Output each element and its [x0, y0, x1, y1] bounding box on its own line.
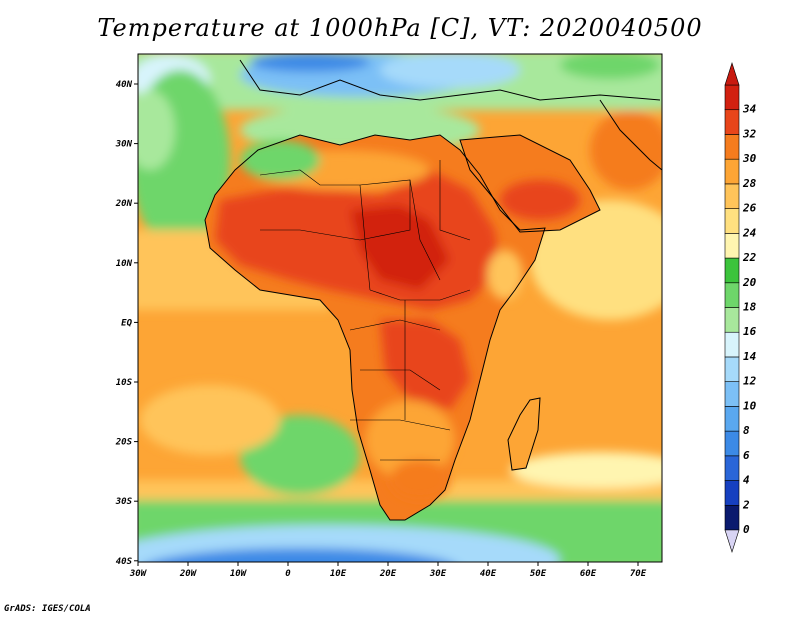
colorbar-label: 24 [742, 226, 757, 239]
colorbar-label: 2 [742, 498, 750, 511]
colorbar-label: 0 [743, 523, 750, 536]
footer-credit: GrADS: IGES/COLA [4, 604, 91, 614]
longitude-axis: 30W 20W 10W 0 10E 20E 30E 40E 50E 60E 70E [129, 562, 647, 579]
lon-tick-label: 30E [429, 569, 447, 579]
colorbar-swatch [724, 84, 740, 111]
lon-tick-label: 10W [230, 569, 248, 579]
colorbar-label: 16 [743, 325, 757, 338]
colorbar-label: 10 [743, 399, 757, 412]
colorbar-label: 28 [742, 177, 757, 190]
lat-tick-label: 20S [115, 438, 133, 448]
lon-tick-label: 30W [129, 569, 148, 579]
lat-tick-label: 40S [116, 557, 133, 567]
colorbar-swatch [724, 480, 740, 506]
colorbar-swatch [724, 233, 740, 259]
colorbar-label: 30 [742, 152, 757, 165]
map-title: Temperature at 1000hPa [C], VT: 20200405… [97, 14, 703, 42]
colorbar-label: 4 [743, 474, 750, 487]
colorbar-label: 26 [742, 202, 757, 215]
colorbar-swatch [724, 381, 740, 407]
map-frame [137, 53, 663, 563]
colorbar-swatch [724, 455, 740, 481]
colorbar-swatch [724, 406, 740, 432]
colorbar-underflow-arrow [724, 529, 740, 553]
lon-tick-label: 10E [330, 569, 347, 579]
lon-tick-label: 70E [630, 569, 647, 579]
colorbar-overflow-arrow [724, 62, 740, 86]
colorbar-swatch [724, 331, 740, 358]
lon-tick-label: 60E [580, 569, 597, 579]
country-borders [259, 160, 471, 461]
colorbar-label: 18 [743, 301, 757, 314]
colorbar-label: 32 [742, 127, 757, 140]
lat-tick-label: 30S [115, 497, 133, 507]
colorbar-swatch [724, 307, 740, 333]
lon-tick-label: 20W [179, 569, 198, 579]
colorbar-swatch [724, 109, 740, 135]
temperature-field [138, 54, 662, 562]
lat-tick-label: 10N [116, 259, 133, 269]
lon-tick-label: 50E [530, 569, 547, 579]
colorbar-swatch [724, 282, 740, 308]
colorbar-swatch [724, 134, 740, 160]
lat-tick-label: 30N [115, 140, 133, 150]
colorbar-swatch [724, 183, 740, 209]
lon-tick-label: 0 [285, 569, 291, 579]
lat-tick-label: 20N [115, 199, 133, 209]
lat-tick-label: 10S [116, 378, 133, 388]
colorbar-label: 6 [743, 449, 750, 462]
lon-tick-label: 40E [480, 569, 497, 579]
latitude-axis: 40N 30N 20N 10N EQ 10S 20S 30S 40S [115, 80, 138, 567]
colorbar-label: 12 [743, 375, 757, 388]
colorbar-swatch [724, 504, 740, 531]
lat-tick-label: 40N [116, 80, 133, 90]
lat-tick-label: EQ [121, 318, 132, 328]
colorbar-swatch [724, 257, 740, 284]
colorbar-label: 20 [742, 276, 757, 289]
colorbar-swatch [724, 356, 740, 382]
colorbar-swatch [724, 430, 740, 457]
lon-tick-label: 20E [379, 569, 397, 579]
colorbar-label: 34 [742, 103, 757, 116]
colorbar-label: 14 [743, 350, 757, 363]
colorbar-swatch [724, 208, 740, 234]
colorbar-label: 22 [742, 251, 757, 264]
colorbar-swatch [724, 158, 740, 185]
colorbar-label: 8 [743, 424, 750, 437]
coastlines [204, 59, 662, 521]
